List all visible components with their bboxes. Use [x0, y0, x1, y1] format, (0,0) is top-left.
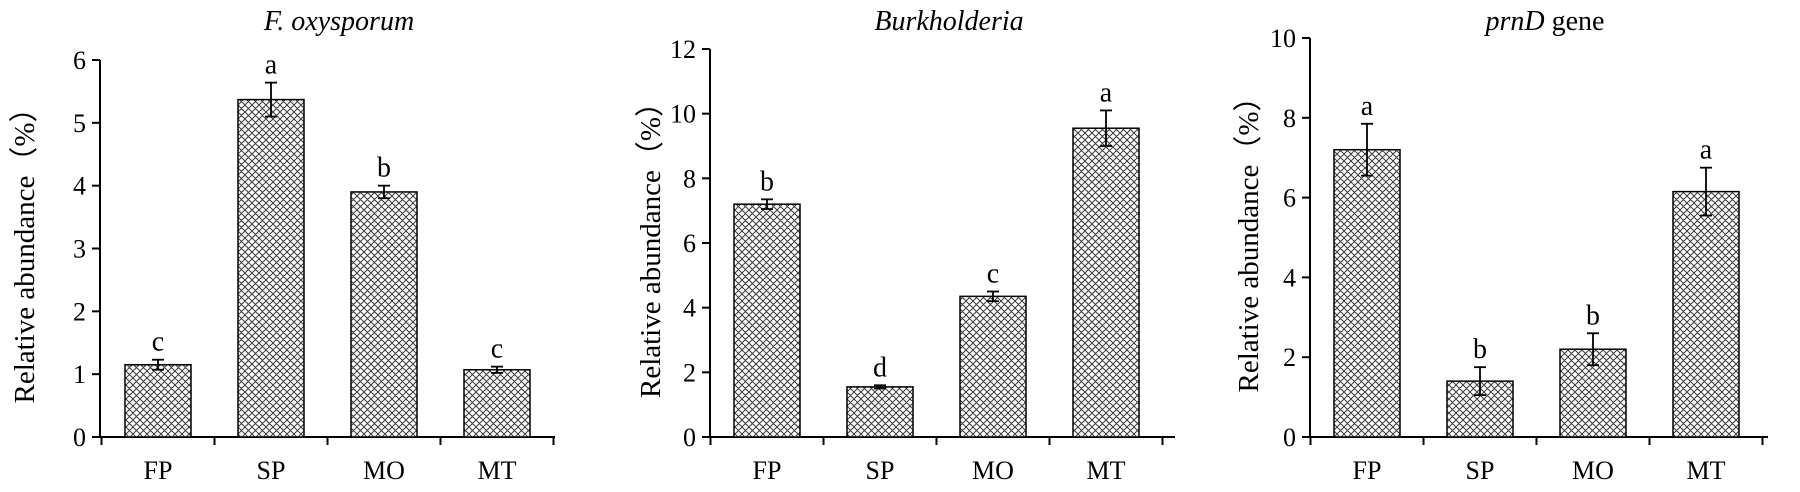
y-tick-label: 10	[1270, 24, 1296, 53]
x-tick-label: FP	[1353, 456, 1382, 485]
significance-label: a	[1100, 77, 1113, 108]
y-tick-label: 4	[683, 294, 696, 323]
y-tick-label: 0	[1283, 423, 1296, 452]
x-tick-label: MO	[1572, 456, 1614, 485]
y-tick-label: 4	[73, 172, 86, 201]
significance-label: d	[873, 352, 887, 383]
y-tick-label: 6	[683, 229, 696, 258]
y-tick-label: 2	[1283, 343, 1296, 372]
significance-label: b	[1586, 300, 1600, 331]
chart-title-plain: gene	[1545, 6, 1605, 37]
y-tick-label: 12	[670, 35, 696, 64]
chart-title: Burkholderia	[874, 6, 1023, 37]
chart-2: 0 2 4 6 8 10 12 b FP d SP c MO a MT Relative abundance（…	[635, 6, 1175, 485]
bar-mo	[959, 295, 1027, 438]
bar-fp	[1333, 148, 1401, 438]
bar-mo	[350, 191, 418, 438]
y-tick-label: 2	[683, 358, 696, 387]
x-tick-label: FP	[144, 456, 173, 485]
bar-sp	[846, 386, 914, 438]
y-axis-title: Relative abundance（%）	[635, 88, 667, 398]
chart-title-italic: F. oxysporum	[263, 6, 414, 37]
bar-fp	[124, 363, 192, 438]
significance-label: b	[377, 153, 391, 184]
significance-label: b	[1473, 334, 1487, 365]
y-tick-label: 6	[1283, 184, 1296, 213]
x-tick-label: MO	[363, 456, 405, 485]
significance-label: b	[760, 166, 774, 197]
bar-sp	[237, 98, 305, 438]
x-tick-label: FP	[753, 456, 782, 485]
y-tick-label: 8	[1283, 104, 1296, 133]
x-tick-label: SP	[257, 456, 286, 485]
significance-label: a	[1700, 135, 1713, 166]
y-tick-label: 10	[670, 100, 696, 129]
significance-label: c	[491, 334, 503, 365]
significance-label: c	[152, 327, 164, 358]
y-tick-label: 8	[683, 164, 696, 193]
chart-3: 0 2 4 6 8 10 a FP b SP b MO a MT Relative abundance（%）…	[1233, 6, 1768, 485]
chart-title-italic: prnD	[1484, 6, 1545, 37]
y-tick-label: 4	[1283, 263, 1296, 292]
x-tick-label: MT	[478, 456, 517, 485]
y-tick-label: 1	[73, 360, 86, 389]
bar-mt	[1072, 127, 1140, 438]
chart-title-italic: Burkholderia	[874, 6, 1023, 37]
y-tick-label: 0	[683, 423, 696, 452]
bar-fp	[733, 203, 801, 438]
y-tick-label: 5	[73, 109, 86, 138]
y-tick-label: 3	[73, 235, 86, 264]
x-tick-label: MT	[1087, 456, 1126, 485]
y-axis-title: Relative abundance（%）	[1233, 82, 1265, 392]
x-tick-label: MT	[1687, 456, 1726, 485]
y-axis-title: Relative abundance（%）	[9, 93, 41, 403]
significance-label: c	[987, 259, 999, 290]
y-tick-label: 0	[73, 423, 86, 452]
significance-label: a	[265, 50, 278, 81]
y-tick-label: 2	[73, 297, 86, 326]
x-tick-label: SP	[1466, 456, 1495, 485]
bar-mt	[463, 369, 531, 438]
chart-title: F. oxysporum	[263, 6, 414, 37]
x-tick-label: MO	[972, 456, 1014, 485]
bar-mt	[1672, 190, 1740, 438]
chart-title: prnD gene	[1484, 6, 1605, 37]
y-tick-label: 6	[73, 46, 86, 75]
chart-1: 0 1 2 3 4 5 6 c FP a SP b MO c MT Relative abundance（%）…	[9, 6, 555, 485]
significance-label: a	[1361, 91, 1374, 122]
x-tick-label: SP	[866, 456, 895, 485]
